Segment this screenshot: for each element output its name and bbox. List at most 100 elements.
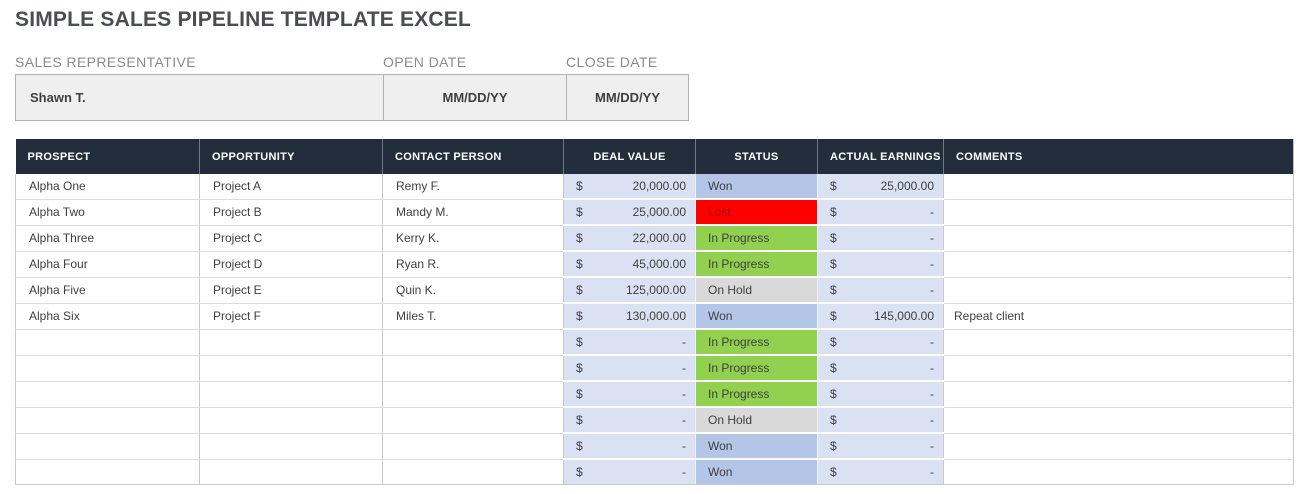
prospect-cell[interactable]: Alpha One <box>15 174 200 200</box>
status-cell[interactable]: On Hold <box>695 407 818 434</box>
actual-earnings-cell[interactable]: $ - <box>817 459 944 485</box>
prospect-cell[interactable] <box>15 433 200 460</box>
contact-person-cell[interactable] <box>382 407 564 434</box>
deal-value-cell[interactable]: $ - <box>563 355 696 382</box>
comments-cell[interactable] <box>943 225 1294 252</box>
amount: - <box>930 257 934 271</box>
comments-cell[interactable] <box>943 355 1294 382</box>
prospect-cell[interactable] <box>15 459 200 485</box>
actual-earnings-cell[interactable]: $ - <box>817 225 944 252</box>
contact-person-cell[interactable]: Remy F. <box>382 174 564 200</box>
opportunity-cell[interactable]: Project D <box>199 251 383 278</box>
contact-person-cell[interactable]: Miles T. <box>382 303 564 330</box>
opportunity-cell[interactable]: Project C <box>199 225 383 252</box>
status-cell[interactable]: Won <box>695 433 818 460</box>
status-cell[interactable]: In Progress <box>695 329 818 356</box>
actual-earnings-cell[interactable]: $25,000.00 <box>817 174 944 200</box>
comments-cell[interactable] <box>943 381 1294 408</box>
prospect-cell[interactable] <box>15 329 200 356</box>
prospect-cell[interactable] <box>15 407 200 434</box>
column-header-deal-value[interactable]: DEAL VALUE <box>563 139 696 174</box>
column-header-prospect[interactable]: PROSPECT <box>15 139 200 174</box>
contact-person-cell[interactable]: Ryan R. <box>382 251 564 278</box>
actual-earnings-cell[interactable]: $ - <box>817 355 944 382</box>
amount: - <box>930 205 934 219</box>
contact-person-cell[interactable] <box>382 459 564 485</box>
deal-value-cell[interactable]: $ - <box>563 433 696 460</box>
contact-person-cell[interactable] <box>382 381 564 408</box>
prospect-cell[interactable] <box>15 355 200 382</box>
column-header-opportunity[interactable]: OPPORTUNITY <box>199 139 383 174</box>
table-row: $ - In Progress $ - <box>15 355 1294 382</box>
comments-cell[interactable] <box>943 251 1294 278</box>
deal-value-cell[interactable]: $25,000.00 <box>563 199 696 226</box>
prospect-cell[interactable]: Alpha Four <box>15 251 200 278</box>
contact-person-cell[interactable]: Kerry K. <box>382 225 564 252</box>
deal-value-cell[interactable]: $ - <box>563 407 696 434</box>
opportunity-cell[interactable]: Project B <box>199 199 383 226</box>
actual-earnings-cell[interactable]: $ - <box>817 199 944 226</box>
status-cell[interactable]: Lost <box>695 199 818 226</box>
actual-earnings-cell[interactable]: $ - <box>817 251 944 278</box>
comments-cell[interactable] <box>943 199 1294 226</box>
opportunity-cell[interactable] <box>199 433 383 460</box>
deal-value-cell[interactable]: $ - <box>563 459 696 485</box>
status-cell[interactable]: In Progress <box>695 381 818 408</box>
column-header-contact-person[interactable]: CONTACT PERSON <box>382 139 564 174</box>
opportunity-cell[interactable] <box>199 459 383 485</box>
contact-person-cell[interactable] <box>382 355 564 382</box>
prospect-cell[interactable]: Alpha Five <box>15 277 200 304</box>
comments-cell[interactable] <box>943 433 1294 460</box>
open-date-label: OPEN DATE <box>383 54 467 70</box>
status-cell[interactable]: Won <box>695 303 818 330</box>
actual-earnings-cell[interactable]: $ - <box>817 277 944 304</box>
status-cell[interactable]: In Progress <box>695 225 818 252</box>
open-date-cell[interactable]: MM/DD/YY <box>383 75 566 120</box>
deal-value-cell[interactable]: $22,000.00 <box>563 225 696 252</box>
contact-person-cell[interactable] <box>382 329 564 356</box>
actual-earnings-cell[interactable]: $ - <box>817 407 944 434</box>
deal-value-cell[interactable]: $125,000.00 <box>563 277 696 304</box>
status-cell[interactable]: In Progress <box>695 355 818 382</box>
opportunity-cell[interactable]: Project F <box>199 303 383 330</box>
status-cell[interactable]: Won <box>695 174 818 200</box>
status-cell[interactable]: On Hold <box>695 277 818 304</box>
deal-value-cell[interactable]: $ - <box>563 329 696 356</box>
prospect-cell[interactable]: Alpha Two <box>15 199 200 226</box>
deal-value-cell[interactable]: $45,000.00 <box>563 251 696 278</box>
actual-earnings-cell[interactable]: $ - <box>817 329 944 356</box>
column-header-status[interactable]: STATUS <box>695 139 818 174</box>
opportunity-cell[interactable]: Project E <box>199 277 383 304</box>
comments-cell[interactable] <box>943 329 1294 356</box>
actual-earnings-cell[interactable]: $145,000.00 <box>817 303 944 330</box>
status-cell[interactable]: In Progress <box>695 251 818 278</box>
opportunity-cell[interactable]: Project A <box>199 174 383 200</box>
opportunity-cell[interactable] <box>199 381 383 408</box>
deal-value-cell[interactable]: $ - <box>563 381 696 408</box>
opportunity-cell[interactable] <box>199 355 383 382</box>
comments-cell[interactable] <box>943 174 1294 200</box>
sales-representative-cell[interactable]: Shawn T. <box>30 90 86 105</box>
actual-earnings-cell[interactable]: $ - <box>817 381 944 408</box>
comments-cell[interactable] <box>943 277 1294 304</box>
deal-value-cell[interactable]: $130,000.00 <box>563 303 696 330</box>
comments-cell[interactable] <box>943 459 1294 485</box>
status-cell[interactable]: Won <box>695 459 818 485</box>
contact-person-cell[interactable]: Quin K. <box>382 277 564 304</box>
contact-person-cell[interactable]: Mandy M. <box>382 199 564 226</box>
prospect-cell[interactable]: Alpha Three <box>15 225 200 252</box>
close-date-cell[interactable]: MM/DD/YY <box>566 75 688 120</box>
comments-cell[interactable] <box>943 407 1294 434</box>
prospect-cell[interactable]: Alpha Six <box>15 303 200 330</box>
deal-value-cell[interactable]: $20,000.00 <box>563 174 696 200</box>
opportunity-cell[interactable] <box>199 329 383 356</box>
contact-person-cell[interactable] <box>382 433 564 460</box>
amount: - <box>682 439 686 453</box>
opportunity-cell[interactable] <box>199 407 383 434</box>
actual-earnings-cell[interactable]: $ - <box>817 433 944 460</box>
comments-cell[interactable]: Repeat client <box>943 303 1294 330</box>
column-header-actual-earnings[interactable]: ACTUAL EARNINGS <box>817 139 944 174</box>
amount: - <box>930 231 934 245</box>
column-header-comments[interactable]: COMMENTS <box>943 139 1294 174</box>
prospect-cell[interactable] <box>15 381 200 408</box>
